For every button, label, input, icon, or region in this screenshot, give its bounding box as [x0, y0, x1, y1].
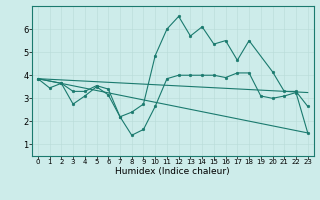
X-axis label: Humidex (Indice chaleur): Humidex (Indice chaleur): [116, 167, 230, 176]
